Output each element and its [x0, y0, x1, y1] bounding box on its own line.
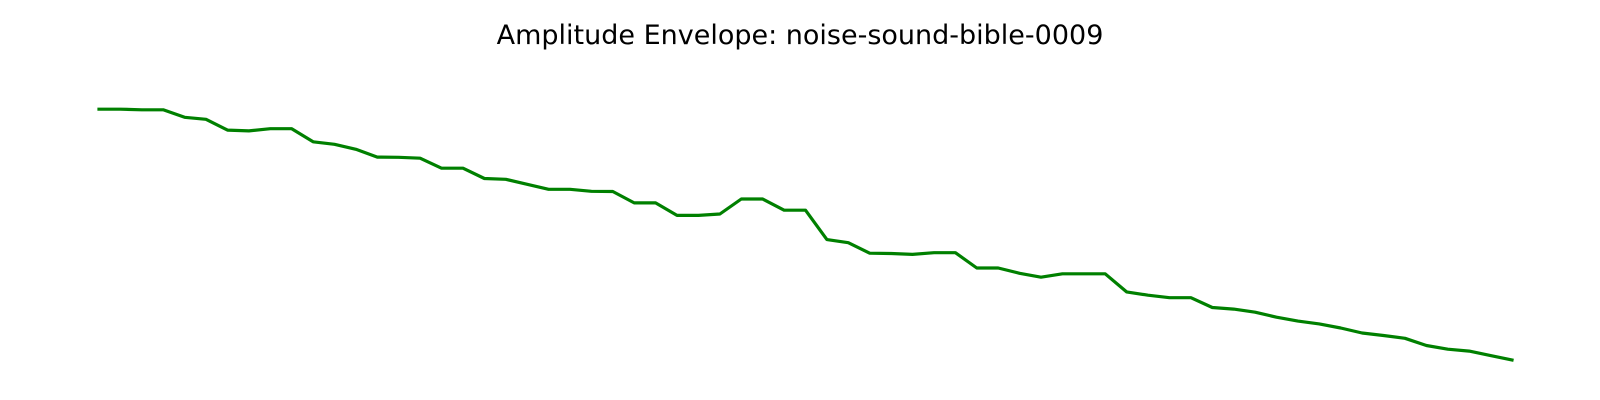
data-point [761, 198, 764, 201]
data-point [1168, 296, 1171, 299]
data-point [504, 178, 507, 181]
data-point [633, 201, 636, 204]
plot-area [97, 107, 1514, 362]
data-point [333, 143, 336, 146]
data-point [740, 198, 743, 201]
data-point [1404, 337, 1407, 340]
data-point [290, 127, 293, 130]
data-point [1339, 327, 1342, 330]
data-point [162, 108, 165, 111]
data-point [526, 183, 529, 186]
data-point [1211, 306, 1214, 309]
data-point [1446, 348, 1449, 351]
data-point [783, 209, 786, 212]
data-point [1361, 332, 1364, 335]
data-point [397, 156, 400, 159]
data-point [140, 108, 143, 111]
data-point [718, 213, 721, 216]
data-point [1061, 272, 1064, 275]
data-point [483, 177, 486, 180]
data-point [569, 188, 572, 191]
data-point [98, 108, 101, 111]
data-point [269, 127, 272, 130]
data-point [825, 238, 828, 241]
data-point [1382, 334, 1385, 337]
data-point [676, 214, 679, 217]
data-point [247, 129, 250, 132]
data-point [1254, 311, 1257, 314]
data-point [1125, 290, 1128, 293]
data-point [975, 267, 978, 270]
data-point [462, 167, 465, 170]
data-point [1275, 316, 1278, 319]
data-point [226, 129, 229, 132]
data-point [1425, 344, 1428, 347]
data-point [205, 118, 208, 121]
series-line-envelope [97, 107, 1514, 362]
data-point [890, 252, 893, 255]
data-point [1082, 272, 1085, 275]
data-point [1511, 359, 1514, 362]
data-point [1040, 276, 1043, 279]
data-point [868, 252, 871, 255]
data-point [1104, 272, 1107, 275]
data-point [804, 209, 807, 212]
data-point [1489, 354, 1492, 357]
data-point [547, 188, 550, 191]
data-point [954, 251, 957, 254]
data-point [354, 148, 357, 151]
data-point [911, 253, 914, 256]
data-point [312, 140, 315, 143]
data-point [119, 108, 122, 111]
data-point [654, 201, 657, 204]
data-point [1018, 272, 1021, 275]
data-point [847, 241, 850, 244]
data-point [997, 267, 1000, 270]
data-point [183, 116, 186, 119]
data-point [697, 214, 700, 217]
chart-title: Amplitude Envelope: noise-sound-bible-00… [496, 20, 1104, 51]
data-point [1296, 320, 1299, 323]
data-point [419, 157, 422, 160]
data-point [376, 156, 379, 159]
data-point [1318, 322, 1321, 325]
data-point [1468, 350, 1471, 353]
data-point [440, 167, 443, 170]
data-point [1147, 294, 1150, 297]
data-point [611, 190, 614, 193]
data-point [1232, 308, 1235, 311]
data-point [933, 251, 936, 254]
data-point [590, 190, 593, 193]
data-point [1189, 296, 1192, 299]
